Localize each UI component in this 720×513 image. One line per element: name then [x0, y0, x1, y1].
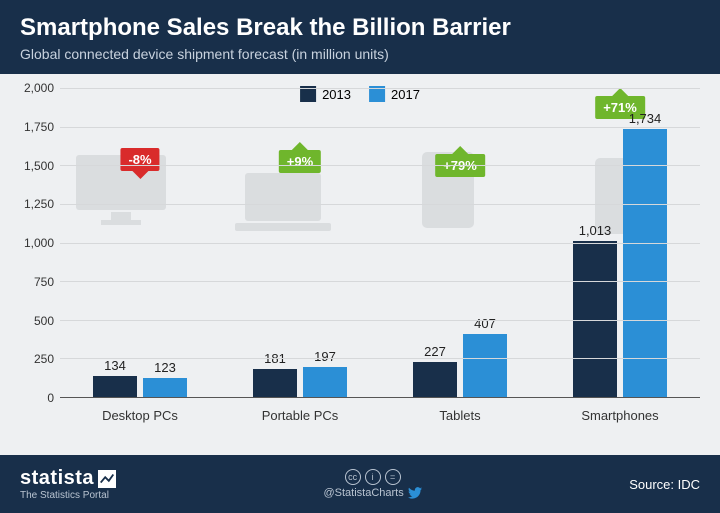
- y-tick: 2,000: [24, 81, 54, 95]
- x-label: Desktop PCs: [60, 398, 220, 423]
- by-icon: i: [365, 469, 381, 485]
- footer: statista The Statistics Portal cc i = @S…: [0, 455, 720, 513]
- cc-icon: cc: [345, 469, 361, 485]
- bar-value-label: 1,734: [623, 111, 667, 126]
- nd-icon: =: [385, 469, 401, 485]
- y-tick: 1,000: [24, 236, 54, 250]
- twitter-handle: @StatistaCharts: [323, 487, 403, 499]
- infographic-card: Smartphone Sales Break the Billion Barri…: [0, 0, 720, 513]
- subtitle: Global connected device shipment forecas…: [20, 46, 700, 62]
- plot: -8%134123+9%181197+79%227407+71%1,0131,7…: [60, 88, 700, 398]
- bar: 1,734: [623, 129, 667, 397]
- bar: 1,013: [573, 241, 617, 398]
- bar-value-label: 134: [93, 358, 137, 373]
- x-label: Portable PCs: [220, 398, 380, 423]
- bar-value-label: 407: [463, 316, 507, 331]
- y-tick: 250: [34, 352, 54, 366]
- y-tick: 1,500: [24, 159, 54, 173]
- y-tick: 750: [34, 275, 54, 289]
- bar-value-label: 123: [143, 360, 187, 375]
- bar: 227: [413, 362, 457, 397]
- y-tick: 0: [47, 391, 54, 405]
- bar: 123: [143, 378, 187, 397]
- y-tick: 500: [34, 314, 54, 328]
- statista-logo-icon: [98, 470, 116, 488]
- brand-tagline: The Statistics Portal: [20, 490, 116, 501]
- x-axis: Desktop PCsPortable PCsTabletsSmartphone…: [60, 398, 700, 423]
- title: Smartphone Sales Break the Billion Barri…: [20, 14, 700, 42]
- twitter-icon: [408, 487, 422, 499]
- bar: 197: [303, 367, 347, 397]
- header: Smartphone Sales Break the Billion Barri…: [0, 0, 720, 74]
- x-label: Tablets: [380, 398, 540, 423]
- cc-license-icons: cc i =: [345, 469, 401, 485]
- bar-value-label: 227: [413, 344, 457, 359]
- x-label: Smartphones: [540, 398, 700, 423]
- brand: statista The Statistics Portal: [20, 467, 116, 501]
- y-tick: 1,750: [24, 120, 54, 134]
- bar-value-label: 197: [303, 349, 347, 364]
- y-tick: 1,250: [24, 197, 54, 211]
- bar-value-label: 1,013: [573, 223, 617, 238]
- footer-mid: cc i = @StatistaCharts: [323, 469, 421, 499]
- bar: 134: [93, 376, 137, 397]
- y-axis: 02505007501,0001,2501,5001,7502,000: [10, 88, 60, 398]
- source-label: Source: IDC: [629, 477, 700, 492]
- bar: 407: [463, 334, 507, 397]
- bar: 181: [253, 369, 297, 397]
- chart-area: 2013 2017 02505007501,0001,2501,5001,750…: [0, 74, 720, 455]
